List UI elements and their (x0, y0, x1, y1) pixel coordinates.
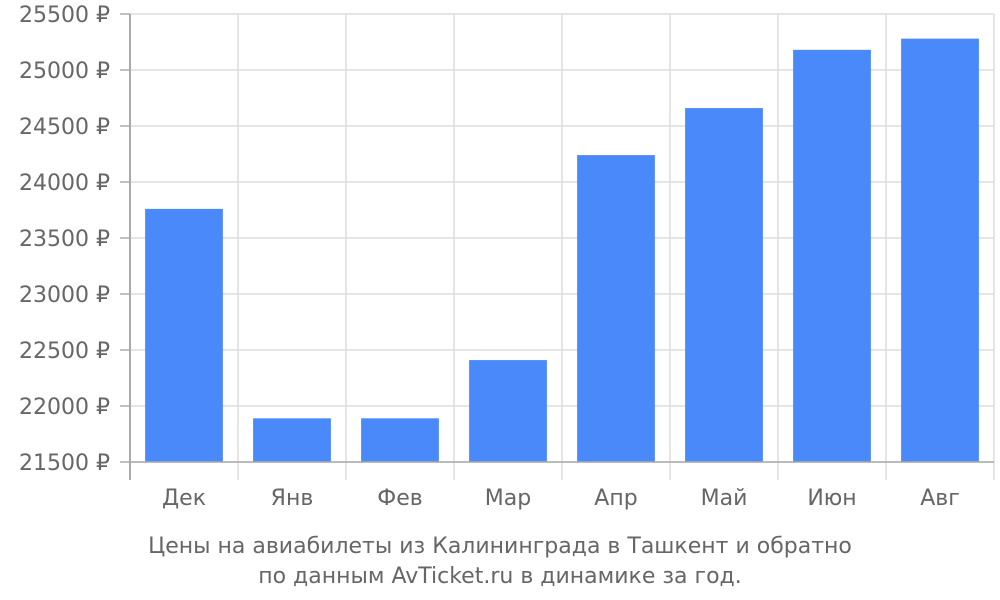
y-tick-label: 21500 ₽ (19, 451, 110, 476)
bar (145, 208, 223, 462)
chart-caption: Цены на авиабилеты из Калининграда в Таш… (0, 532, 1000, 592)
y-tick-label: 24500 ₽ (19, 115, 110, 140)
bar (361, 418, 439, 462)
bar (685, 108, 763, 462)
x-tick-label: Апр (594, 486, 637, 511)
y-tick-label: 25500 ₽ (19, 3, 110, 28)
y-tick-label: 24000 ₽ (19, 171, 110, 196)
y-tick-label: 22000 ₽ (19, 395, 110, 420)
axes (120, 13, 995, 480)
x-tick-label: Фев (377, 486, 422, 511)
bar (469, 360, 547, 462)
grid-lines (129, 13, 995, 463)
bars (145, 38, 979, 463)
y-tick-label: 23500 ₽ (19, 227, 110, 252)
caption-line-2: по данным AvTicket.ru в динамике за год. (258, 564, 742, 589)
x-tick-label: Янв (271, 486, 314, 511)
y-tick-label: 22500 ₽ (19, 339, 110, 364)
bar (253, 418, 331, 462)
y-tick-label: 25000 ₽ (19, 59, 110, 84)
bar (793, 49, 871, 463)
bar-chart: 21500 ₽ 22000 ₽ 22500 ₽ 23000 ₽ 23500 ₽ 24000… (19, 3, 995, 511)
x-tick-label: Дек (162, 486, 206, 511)
caption-line-1: Цены на авиабилеты из Калининграда в Таш… (148, 534, 852, 559)
bar (901, 38, 979, 462)
y-tick-label: 23000 ₽ (19, 283, 110, 308)
tick-labels: 21500 ₽ 22000 ₽ 22500 ₽ 23000 ₽ 23500 ₽ 24000… (19, 3, 960, 511)
x-tick-label: Мар (485, 486, 531, 511)
x-tick-label: Авг (920, 486, 960, 511)
bar (577, 155, 655, 462)
x-tick-label: Май (701, 486, 748, 511)
x-tick-label: Июн (807, 486, 856, 511)
